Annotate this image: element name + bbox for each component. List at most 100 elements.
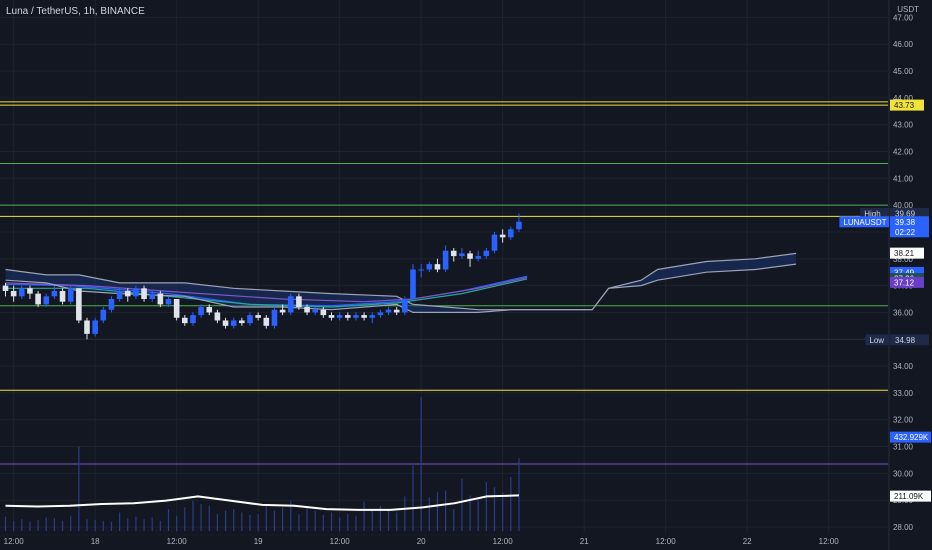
volume-bar [13, 520, 15, 531]
time-axis-tick: 12:00 [167, 537, 188, 546]
candle-body [190, 315, 196, 324]
price-axis-currency: USDT [897, 5, 919, 14]
volume-bar [29, 521, 31, 531]
time-axis-tick: 12:00 [493, 537, 514, 546]
indicator-line-ribbon_purple [5, 276, 528, 303]
volume-bar [412, 465, 414, 531]
volume-bar [249, 514, 251, 531]
candle-body [67, 288, 74, 302]
candle-body [149, 293, 155, 300]
candle-body [247, 315, 253, 324]
candle-body [426, 264, 433, 270]
candle-body [304, 307, 310, 313]
price-axis-tick: 36.00 [893, 308, 914, 317]
candle-body [393, 309, 400, 313]
candle-body [165, 299, 172, 305]
candle-body [133, 288, 139, 297]
candle-body [255, 315, 261, 318]
volume-bar [176, 515, 178, 531]
volume-bar [135, 516, 137, 531]
candle-body [336, 315, 343, 318]
price-axis-tick: 34.00 [893, 362, 914, 371]
volume-bar [45, 517, 47, 531]
candle-body [491, 234, 498, 251]
candle-body [263, 317, 270, 326]
price-tag-price-bg [890, 216, 929, 238]
time-axis-tick: 18 [91, 537, 100, 546]
candle-body [402, 299, 408, 313]
volume-bar [282, 507, 284, 531]
candle-body [312, 309, 318, 313]
volume-bar [510, 477, 512, 531]
candle-body [450, 250, 457, 257]
candle-body [377, 312, 384, 316]
candle-body [116, 290, 123, 300]
candle-body [287, 296, 294, 313]
volume-bar [70, 515, 72, 531]
volume-bar [241, 512, 243, 531]
candle-body [499, 234, 506, 238]
candle-body [108, 299, 115, 310]
candle-body [328, 315, 335, 318]
volume-bar [436, 492, 439, 531]
candle-body [418, 269, 424, 271]
candle-body [173, 299, 180, 318]
price-tag-bg [890, 431, 931, 443]
price-axis-tick: 46.00 [893, 40, 914, 49]
price-tag-price: 39.38 [895, 218, 916, 227]
price-axis-tick: 45.00 [893, 67, 914, 76]
volume-bar [453, 509, 455, 531]
price-tag-price-bg [890, 334, 929, 346]
price-tag-label-bg [860, 207, 889, 219]
price-axis-tick: 44.00 [893, 94, 914, 103]
price-axis-tick: 42.00 [893, 147, 914, 156]
price-axis-tick: 32.00 [893, 416, 914, 425]
price-tag-label-bg [839, 216, 889, 228]
volume-bar [314, 510, 316, 531]
candle-body [76, 288, 82, 321]
volume-bar [119, 512, 121, 531]
price-tag: 37.49 [894, 268, 915, 277]
volume-bar [102, 520, 104, 531]
indicator-line-cloud_upper [5, 252, 797, 311]
candle-body [279, 309, 286, 313]
volume-bar [265, 505, 267, 531]
volume-bar [216, 514, 218, 531]
volume-bar [502, 492, 504, 531]
price-tag-bg [890, 266, 924, 278]
time-axis-tick: 20 [417, 537, 426, 546]
price-tag-label: LUNAUSDT [843, 218, 886, 227]
price-tag-label: High [864, 209, 880, 218]
candle-body [239, 320, 245, 324]
volume-bar [477, 500, 479, 531]
volume-bar [159, 520, 161, 531]
price-tag-bg [890, 99, 924, 111]
volume-bar [151, 517, 153, 531]
volume-bar [469, 495, 471, 531]
time-axis[interactable]: 12:00 18 12:00 19 12:00 20 12:00 21 12:00 22 12:00 [4, 537, 840, 546]
candle-body [296, 296, 302, 308]
candle-body [434, 264, 441, 270]
candle-body [369, 315, 376, 318]
candle-body [271, 309, 278, 326]
volume-bar [298, 514, 300, 531]
candle-body [27, 288, 33, 294]
candle-body [100, 309, 107, 321]
volume-bar [167, 509, 170, 531]
horizontal-levels[interactable] [0, 101, 888, 465]
volume-bar [127, 518, 129, 531]
volume-bar [224, 510, 227, 531]
candlesticks[interactable] [2, 213, 522, 340]
candle-body [124, 290, 131, 297]
candle-body [51, 290, 58, 297]
time-axis-tick: 12:00 [656, 537, 677, 546]
price-tag-bg [890, 276, 924, 288]
candle-body [508, 229, 514, 238]
volume-bar [233, 509, 235, 531]
time-axis-tick: 12:00 [4, 537, 25, 546]
volume-bar [404, 496, 406, 531]
candle-body [222, 320, 229, 326]
